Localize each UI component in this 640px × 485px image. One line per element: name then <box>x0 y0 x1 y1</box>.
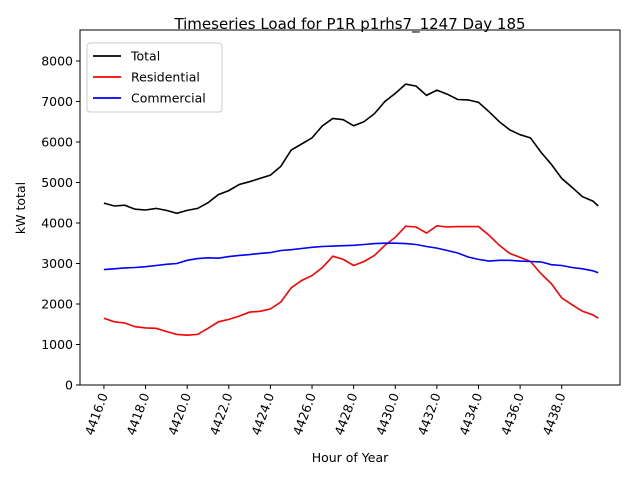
x-tick-label: 4432.0 <box>415 391 444 437</box>
legend: Total Residential Commercial <box>86 42 223 113</box>
y-tick-label: 2000 <box>41 296 73 311</box>
y-axis-label: kW total <box>13 182 28 234</box>
y-tick-label: 4000 <box>41 215 73 230</box>
legend-box <box>86 42 223 113</box>
x-tick-label: 4428.0 <box>331 391 360 437</box>
legend-label: Total <box>130 49 160 64</box>
legend-label: Commercial <box>131 91 206 106</box>
x-axis-label: Hour of Year <box>312 450 389 465</box>
x-tick-label: 4422.0 <box>207 391 236 437</box>
series-line-commercial <box>103 242 599 274</box>
legend-label: Residential <box>131 70 200 85</box>
x-tick-label: 4438.0 <box>539 391 568 437</box>
y-tick-label: 1000 <box>41 337 73 352</box>
x-tick-label: 4418.0 <box>123 391 152 437</box>
x-tick-label: 4430.0 <box>373 391 402 437</box>
x-tick-label: 4424.0 <box>248 391 277 437</box>
y-tick-label: 3000 <box>41 256 73 271</box>
x-tick-label: 4420.0 <box>165 391 194 437</box>
x-tick-label: 4416.0 <box>82 391 111 437</box>
series-line-total <box>103 83 599 215</box>
y-tick-label: 7000 <box>41 94 73 109</box>
y-tick-label: 8000 <box>41 53 73 68</box>
x-tick-label: 4434.0 <box>456 391 485 437</box>
plot-frame <box>79 29 621 386</box>
x-tick-label: 4436.0 <box>498 391 527 437</box>
chart-title: Timeseries Load for P1R p1rhs7_1247 Day … <box>173 15 525 34</box>
y-tick-label: 0 <box>65 378 73 393</box>
y-tick-label: 6000 <box>41 134 73 149</box>
x-tick-label: 4426.0 <box>290 391 319 437</box>
y-tick-label: 5000 <box>41 175 73 190</box>
series-line-residential <box>103 224 599 337</box>
